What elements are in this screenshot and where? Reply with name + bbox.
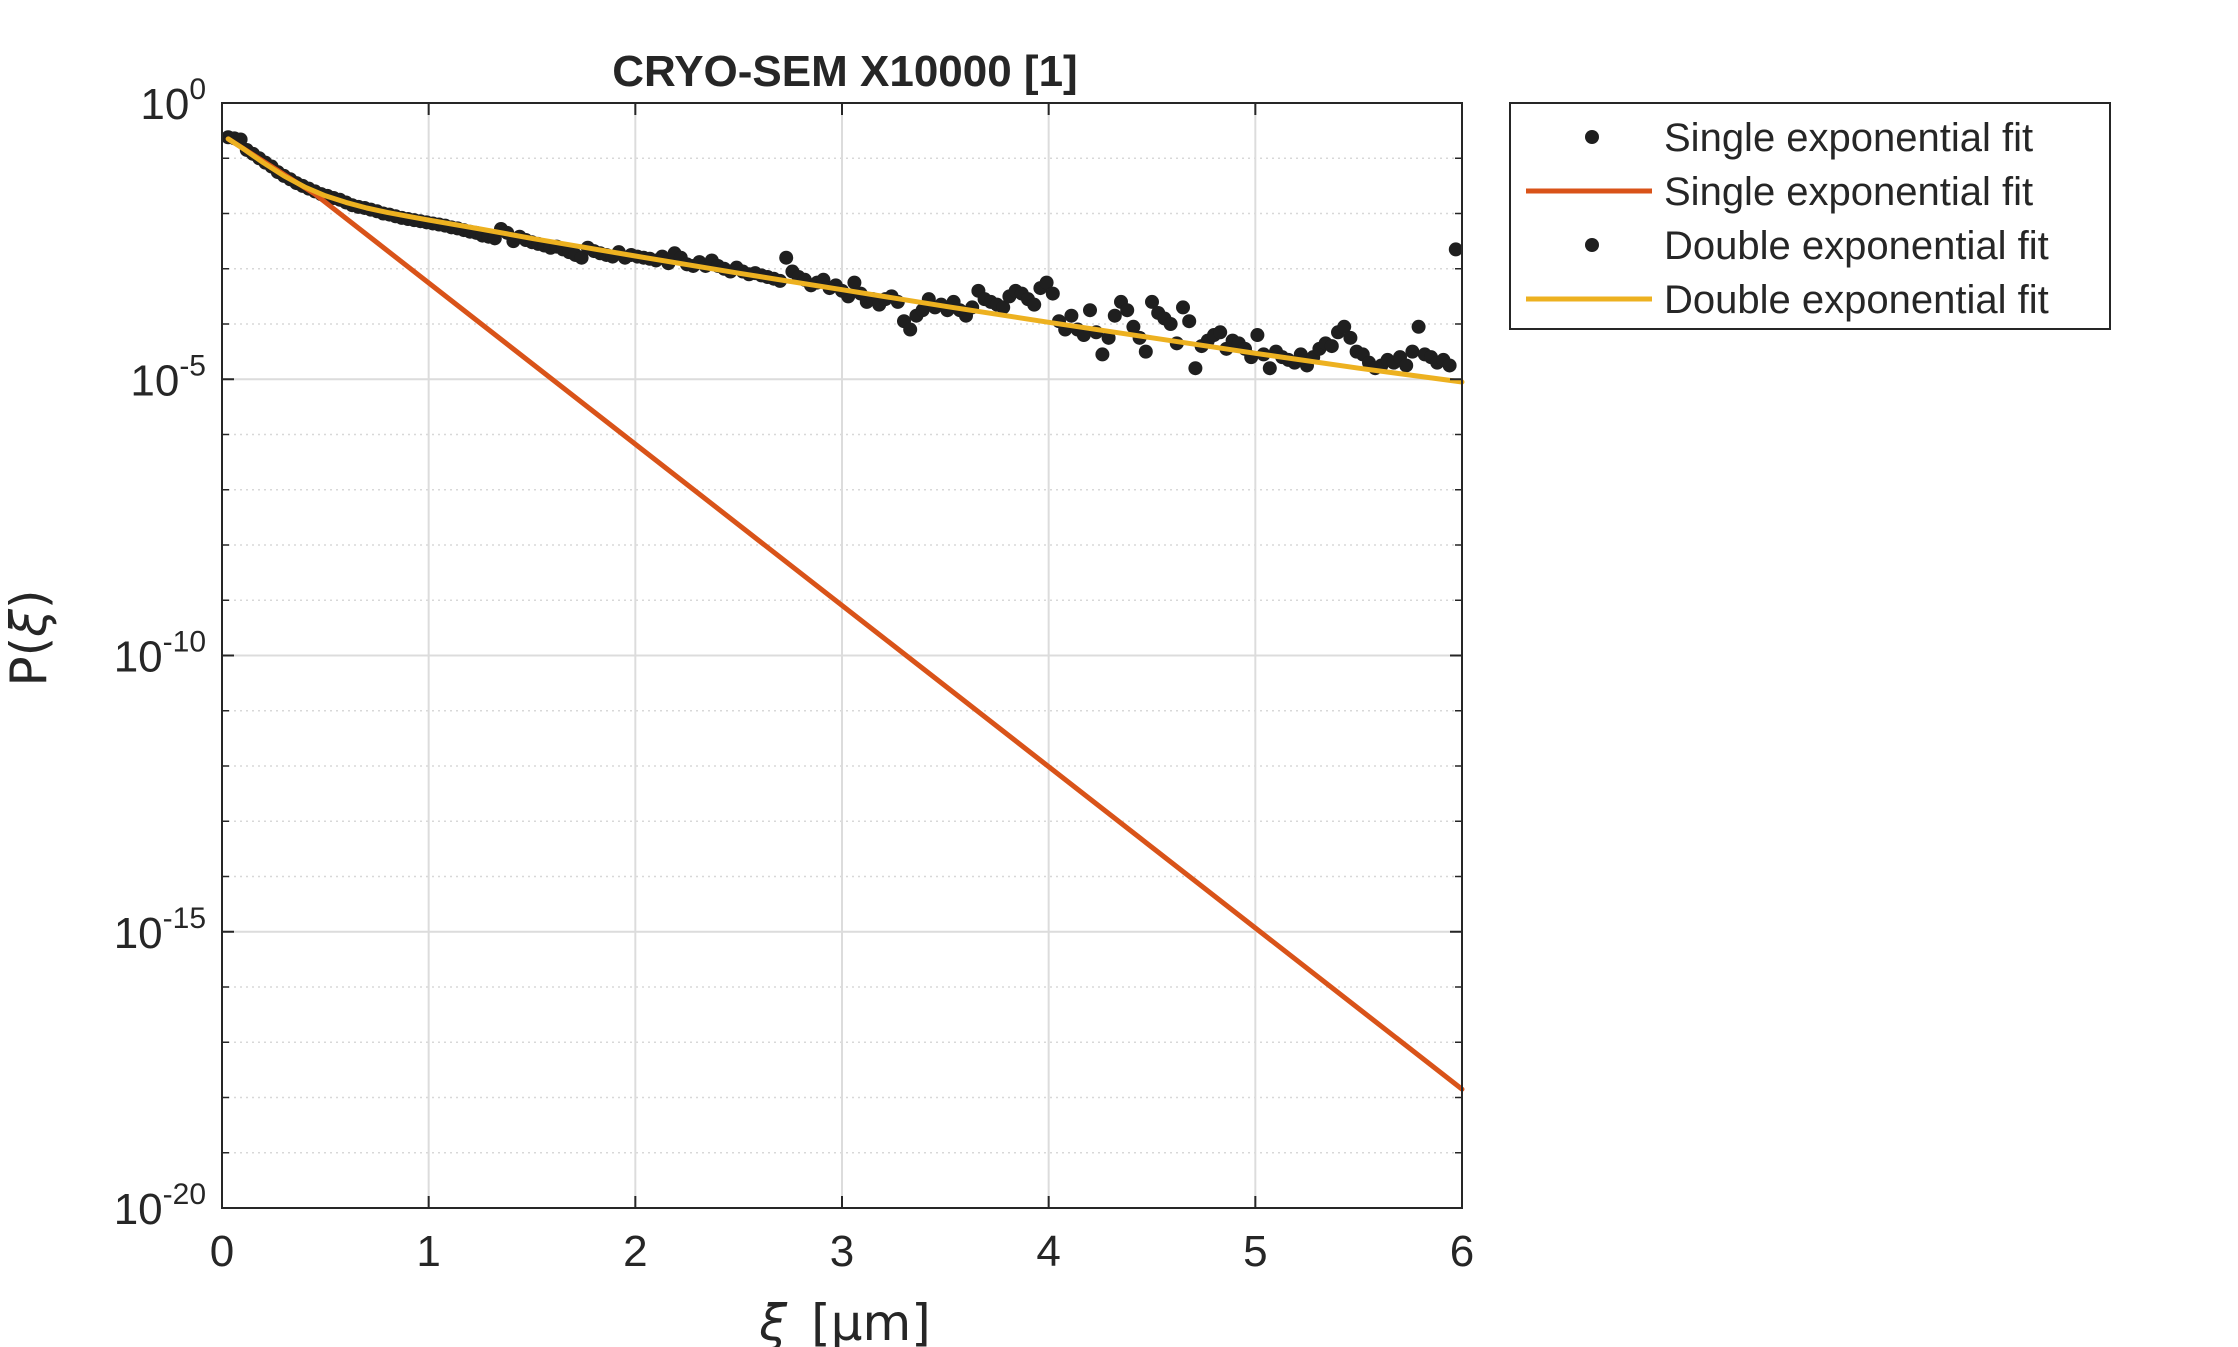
- data-point: [1324, 339, 1339, 354]
- y-tick-label: 10-5: [130, 349, 206, 405]
- y-tick-label: 100: [140, 73, 206, 129]
- data-point: [779, 250, 794, 265]
- data-point: [1262, 361, 1277, 376]
- data-point: [1027, 297, 1042, 312]
- y-tick-power: -10: [163, 626, 206, 659]
- data-point: [1399, 358, 1414, 373]
- data-point: [1337, 319, 1352, 334]
- y-tick-base: 10: [130, 356, 179, 405]
- y-tick-power: -5: [179, 349, 206, 382]
- x-tick-label: 3: [830, 1227, 854, 1276]
- data-point: [1188, 361, 1203, 376]
- data-point: [1176, 300, 1190, 315]
- y-tick-power: 0: [189, 73, 206, 106]
- y-tick-power: -15: [163, 902, 206, 935]
- y-axis-close: ): [0, 589, 58, 609]
- y-tick-label: 10-10: [114, 626, 206, 682]
- legend-marker: [1585, 130, 1599, 144]
- legend-label: Single exponential fit: [1664, 170, 2033, 214]
- y-tick-base: 10: [140, 80, 189, 129]
- data-point: [1250, 328, 1265, 343]
- y-axis-label: P(ξ): [0, 589, 58, 686]
- y-tick-base: 10: [114, 909, 163, 958]
- data-point: [1163, 317, 1178, 331]
- data-point: [847, 275, 862, 290]
- legend-marker: [1585, 238, 1599, 252]
- y-tick-base: 10: [114, 633, 163, 682]
- data-point: [1076, 328, 1091, 343]
- data-point: [1442, 358, 1457, 373]
- data-point: [1411, 319, 1426, 334]
- data-point: [1145, 294, 1159, 309]
- data-point: [1083, 303, 1097, 318]
- data-point: [1039, 275, 1054, 290]
- y-tick-base: 10: [114, 1185, 163, 1234]
- y-tick-label: 10-20: [114, 1178, 206, 1234]
- x-tick-label: 2: [623, 1227, 647, 1276]
- legend-label: Double exponential fit: [1664, 224, 2049, 268]
- chart-title: CRYO-SEM X10000 [1]: [612, 47, 1077, 96]
- x-tick-label: 6: [1450, 1227, 1474, 1276]
- legend-label: Double exponential fit: [1664, 278, 2049, 322]
- x-tick-label: 0: [210, 1227, 234, 1276]
- data-point: [903, 322, 918, 337]
- data-point: [1343, 330, 1358, 345]
- x-tick-label: 4: [1036, 1227, 1060, 1276]
- data-point: [1405, 344, 1420, 359]
- y-axis-symbol: ξ: [0, 608, 58, 638]
- data-point: [1182, 314, 1197, 329]
- data-point: [1045, 286, 1060, 301]
- series-layer: [221, 130, 1465, 1092]
- x-axis-label: ξ [μm]: [758, 1294, 930, 1347]
- ticks: [221, 102, 1463, 1209]
- data-point: [1120, 303, 1135, 318]
- data-point: [1107, 308, 1122, 323]
- y-tick-power: -20: [163, 1178, 206, 1211]
- x-axis-unit: [μm]: [811, 1294, 931, 1347]
- data-point: [1448, 242, 1463, 257]
- legend-label: Single exponential fit: [1664, 116, 2033, 160]
- data-point: [1095, 347, 1110, 362]
- y-axis-main: P(: [0, 637, 58, 687]
- x-tick-label: 5: [1243, 1227, 1267, 1276]
- data-point: [1126, 319, 1141, 334]
- data-point: [1138, 344, 1153, 359]
- x-tick-label: 1: [416, 1227, 440, 1276]
- fit-line-2: [225, 136, 1465, 385]
- data-point: [915, 303, 930, 318]
- data-point: [996, 300, 1011, 315]
- legend: Single exponential fit Single exponential…: [1509, 102, 2111, 330]
- data-point: [1213, 325, 1228, 340]
- y-tick-label: 10-15: [114, 902, 206, 958]
- legend-box: [1509, 102, 2111, 330]
- x-axis-symbol: ξ: [758, 1294, 788, 1347]
- data-point: [1064, 308, 1079, 323]
